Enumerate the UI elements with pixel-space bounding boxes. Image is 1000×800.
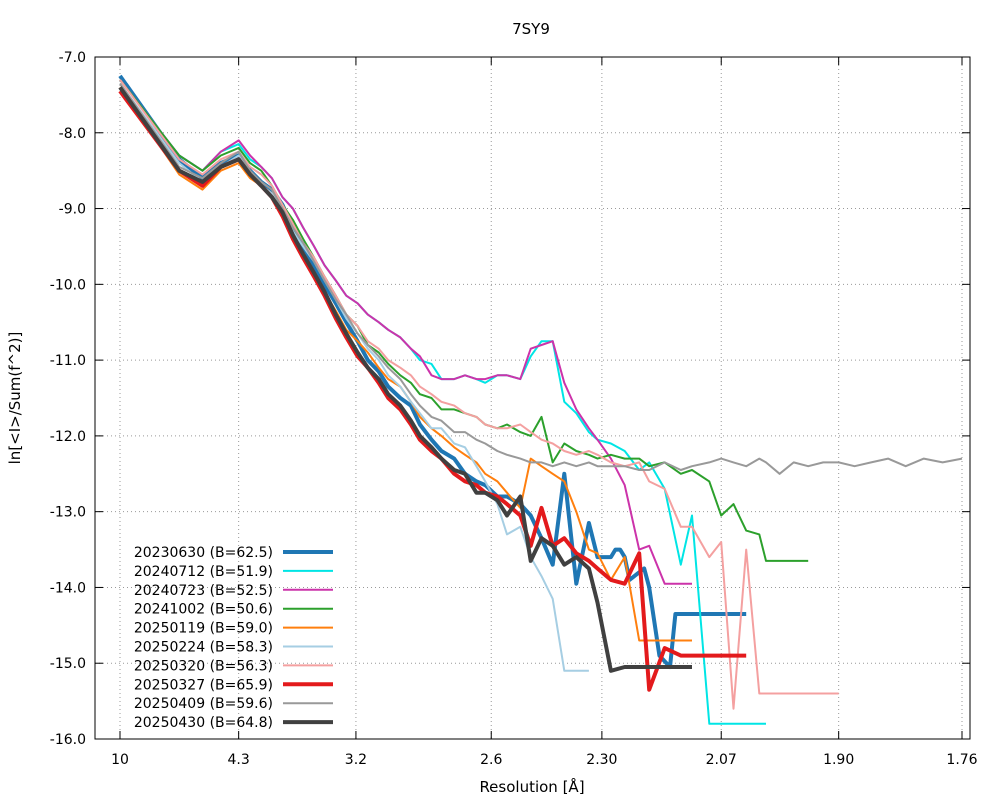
x-tick-label: 4.3 — [228, 752, 250, 768]
legend-label: 20240723 (B=52.5) — [134, 583, 273, 599]
legend: 20230630 (B=62.5) 20240712 (B=51.9) 202407… — [134, 545, 333, 731]
y-tick-label: -13.0 — [50, 505, 86, 521]
series-lines — [118, 74, 963, 725]
x-tick-label: 2.07 — [706, 752, 737, 768]
x-tick-label: 2.30 — [586, 752, 617, 768]
x-tick-label: 2.6 — [480, 752, 502, 768]
x-tick-label: 10 — [111, 752, 129, 768]
y-tick-label: -14.0 — [50, 580, 86, 596]
x-tick-label: 1.90 — [823, 752, 854, 768]
y-axis-label: ln[<I>/Sum(f^2)] — [6, 332, 24, 465]
axis-ticks: -7.0 -8.0 -9.0 -10.0 -11.0 -12.0 -13.0 -14.0 -15… — [50, 50, 978, 768]
y-tick-label: -15.0 — [50, 656, 86, 672]
legend-label: 20250327 (B=65.9) — [134, 677, 273, 693]
x-axis-label: Resolution [Å] — [479, 777, 584, 796]
legend-label: 20230630 (B=62.5) — [134, 545, 273, 561]
legend-label: 20250409 (B=59.6) — [134, 696, 273, 712]
series-line — [118, 86, 692, 673]
legend-label: 20241002 (B=50.6) — [134, 602, 273, 618]
series-line — [119, 82, 963, 475]
x-tick-label: 1.76 — [946, 752, 977, 768]
y-tick-label: -9.0 — [59, 202, 86, 218]
series-line — [119, 79, 692, 585]
series-line — [119, 79, 809, 562]
legend-label: 20250430 (B=64.8) — [134, 715, 273, 731]
legend-label: 20240712 (B=51.9) — [134, 564, 273, 580]
y-tick-label: -10.0 — [50, 277, 86, 293]
legend-label: 20250320 (B=56.3) — [134, 658, 273, 674]
y-tick-label: -11.0 — [50, 353, 86, 369]
y-tick-label: -8.0 — [59, 126, 86, 142]
series-line — [119, 79, 839, 710]
chart-title: 7SY9 — [512, 20, 550, 38]
y-tick-label: -12.0 — [50, 429, 86, 445]
x-tick-label: 3.2 — [345, 752, 367, 768]
plot-frame — [94, 56, 971, 740]
legend-label: 20250119 (B=59.0) — [134, 621, 273, 637]
legend-label: 20250224 (B=58.3) — [134, 640, 273, 656]
y-tick-label: -7.0 — [59, 50, 86, 66]
y-tick-label: -16.0 — [50, 732, 86, 748]
